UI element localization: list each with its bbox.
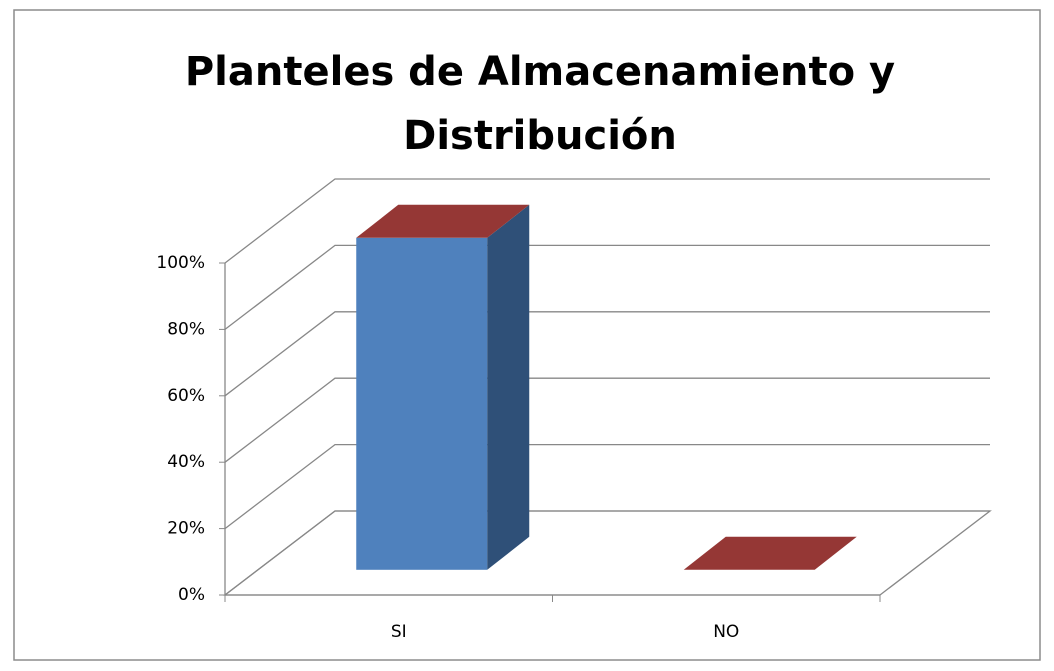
bar [683,536,857,570]
x-tick-label: NO [713,622,739,642]
grid-line [224,377,990,463]
bar-front [356,237,488,570]
y-tick-label: 100% [156,253,205,273]
grid-line [224,178,990,264]
grid-line [224,311,990,397]
y-tick-label: 0% [178,585,205,605]
y-tick-label: 40% [167,452,205,472]
grid-line [224,510,990,596]
bar [356,204,530,570]
grid-line [224,443,990,530]
bar-side [487,204,530,570]
y-tick-label: 60% [167,386,205,406]
grid-line [224,244,990,330]
bar-top [683,536,857,570]
y-tick-label: 20% [167,519,205,539]
chart-title: Planteles de Almacenamiento y Distribuci… [184,49,896,159]
x-tick-label: SI [391,622,407,642]
y-tick-label: 80% [167,319,205,339]
bar-top [356,204,530,238]
